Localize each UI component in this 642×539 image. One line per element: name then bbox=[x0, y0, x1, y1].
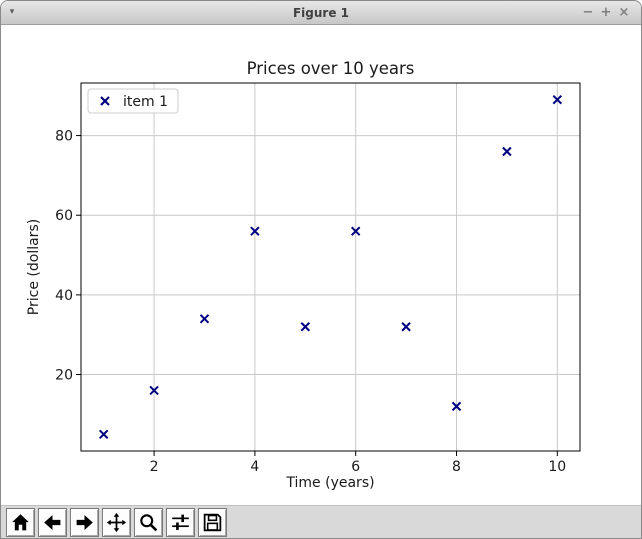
x-tick-label: 10 bbox=[548, 459, 566, 475]
pan-button[interactable] bbox=[102, 508, 131, 537]
scatter-point bbox=[451, 401, 462, 412]
close-icon: × bbox=[618, 5, 630, 20]
zoom-icon bbox=[140, 514, 158, 532]
plot-title: Prices over 10 years bbox=[247, 59, 415, 78]
scatter-point bbox=[401, 322, 411, 332]
minimize-button[interactable]: − bbox=[579, 1, 597, 24]
scatter-point bbox=[199, 314, 210, 324]
x-tick-label: 2 bbox=[150, 459, 159, 475]
back-button[interactable] bbox=[38, 508, 67, 537]
scatter-plot[interactable]: 2 4 6 8 10 20 40 60 80 Prices over 10 years Time (… bbox=[1, 25, 641, 505]
scatter-point bbox=[300, 322, 311, 332]
y-axis-label: Price (dollars) bbox=[26, 219, 42, 315]
scatter-point bbox=[552, 95, 563, 105]
navigation-toolbar bbox=[1, 505, 641, 538]
scatter-point bbox=[250, 226, 260, 236]
scatter-point bbox=[98, 429, 109, 439]
forward-icon bbox=[76, 515, 93, 530]
x-tick-label: 8 bbox=[452, 459, 461, 475]
zoom-button[interactable] bbox=[134, 508, 163, 537]
window-controls: − + × bbox=[579, 1, 641, 24]
close-button[interactable]: × bbox=[615, 1, 633, 24]
window-title: Figure 1 bbox=[292, 5, 350, 20]
save-button[interactable] bbox=[198, 508, 227, 537]
y-tick-label: 40 bbox=[55, 288, 73, 304]
back-icon bbox=[44, 515, 61, 530]
home-icon bbox=[12, 514, 29, 531]
maximize-button[interactable]: + bbox=[597, 1, 615, 24]
y-tick-label: 20 bbox=[55, 368, 73, 384]
y-tick-label: 60 bbox=[55, 208, 73, 224]
menu-arrow-icon: ▾ bbox=[9, 7, 15, 17]
window-menu-button[interactable]: ▾ bbox=[1, 1, 23, 24]
y-tick-label: 80 bbox=[55, 129, 73, 145]
legend-label: item 1 bbox=[123, 94, 168, 110]
scatter-point bbox=[149, 385, 159, 396]
pan-icon bbox=[106, 512, 127, 533]
x-axis-label: Time (years) bbox=[285, 475, 374, 491]
x-tick-label: 4 bbox=[250, 459, 259, 475]
subplots-icon bbox=[172, 514, 189, 530]
configure-subplots-button[interactable] bbox=[166, 508, 195, 537]
forward-button[interactable] bbox=[70, 508, 99, 537]
home-button[interactable] bbox=[6, 508, 35, 537]
x-tick-label: 6 bbox=[351, 459, 360, 475]
minimize-icon: − bbox=[582, 5, 594, 20]
legend-marker-icon bbox=[100, 96, 110, 106]
scatter-point bbox=[350, 226, 361, 236]
scatter-point bbox=[502, 146, 512, 157]
maximize-icon: + bbox=[600, 5, 612, 20]
figure-canvas[interactable]: 2 4 6 8 10 20 40 60 80 Prices over 10 years Time (… bbox=[1, 25, 641, 505]
axes-spines bbox=[80, 82, 581, 452]
legend-box bbox=[87, 88, 179, 114]
titlebar[interactable]: ▾ Figure 1 − + × bbox=[1, 1, 641, 25]
save-icon bbox=[203, 513, 222, 532]
